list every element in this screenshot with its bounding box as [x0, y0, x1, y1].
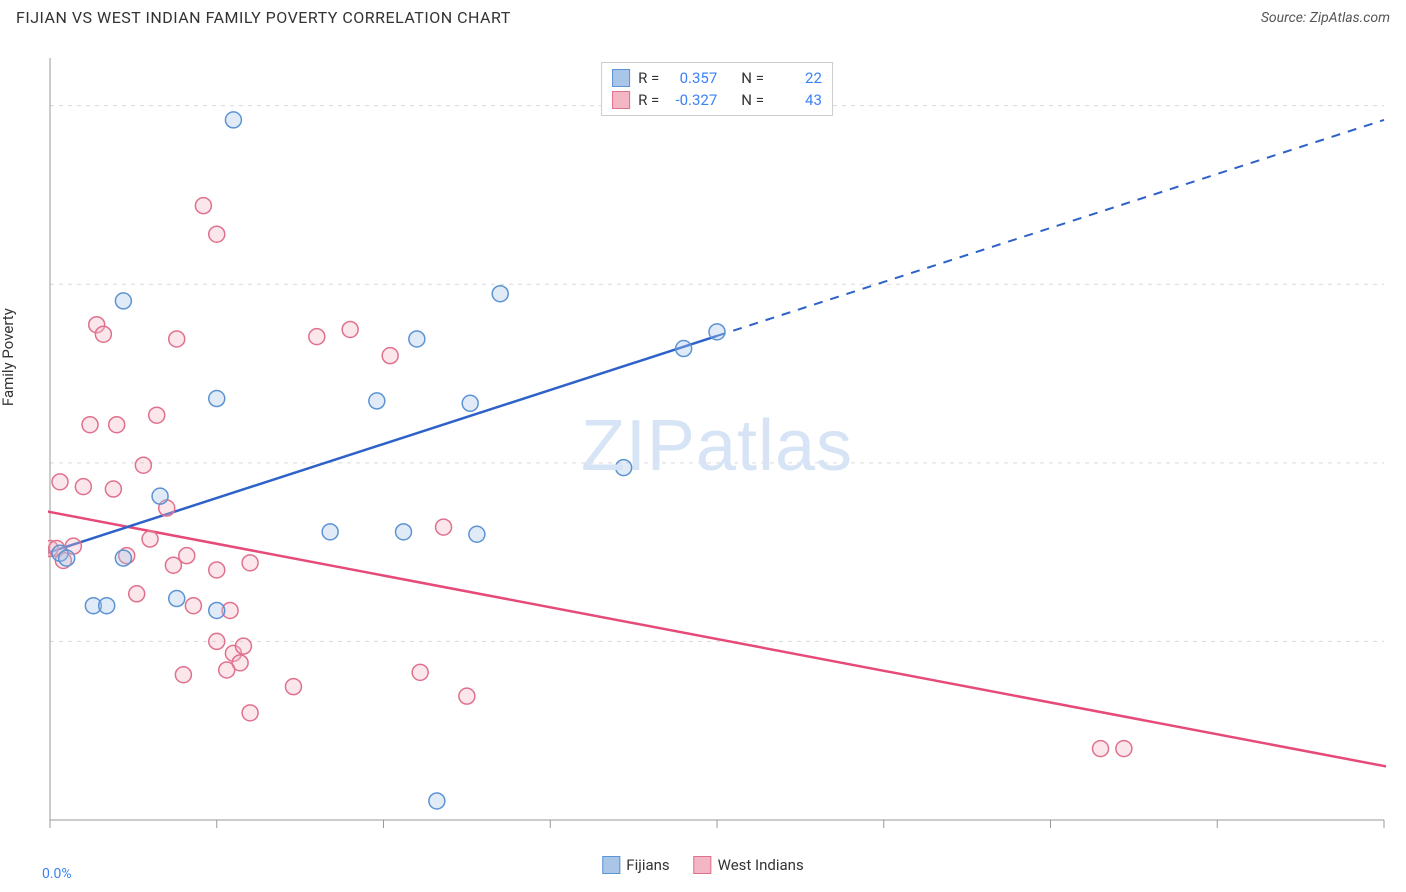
swatch-fijians	[602, 856, 620, 874]
n-label: N =	[741, 69, 764, 87]
x-origin-label: 0.0%	[42, 866, 72, 882]
swatch-west-indians	[612, 91, 630, 109]
r-label: R =	[638, 69, 659, 87]
legend-row-fijians: R = 0.357 N = 22	[612, 67, 822, 89]
n-label: N =	[741, 91, 764, 109]
legend-item-west-indians: West Indians	[694, 856, 804, 874]
legend-label-west-indians: West Indians	[718, 856, 804, 874]
series-legend: Fijians West Indians	[602, 856, 803, 874]
legend-item-fijians: Fijians	[602, 856, 669, 874]
scatter-plot	[48, 48, 1386, 844]
r-value-west-indians: -0.327	[667, 91, 717, 109]
source-attribution: Source: ZipAtlas.com	[1261, 10, 1390, 26]
n-value-west-indians: 43	[772, 91, 822, 109]
chart-container: Family Poverty ZIPatlas R = 0.357 N = 22…	[48, 48, 1386, 844]
swatch-fijians	[612, 69, 630, 87]
n-value-fijians: 22	[772, 69, 822, 87]
y-axis-label: Family Poverty	[0, 308, 17, 406]
chart-title: FIJIAN VS WEST INDIAN FAMILY POVERTY COR…	[16, 8, 511, 27]
r-value-fijians: 0.357	[667, 69, 717, 87]
legend-row-west-indians: R = -0.327 N = 43	[612, 89, 822, 111]
r-label: R =	[638, 91, 659, 109]
legend-label-fijians: Fijians	[626, 856, 669, 874]
correlation-legend: R = 0.357 N = 22 R = -0.327 N = 43	[601, 62, 833, 116]
swatch-west-indians	[694, 856, 712, 874]
